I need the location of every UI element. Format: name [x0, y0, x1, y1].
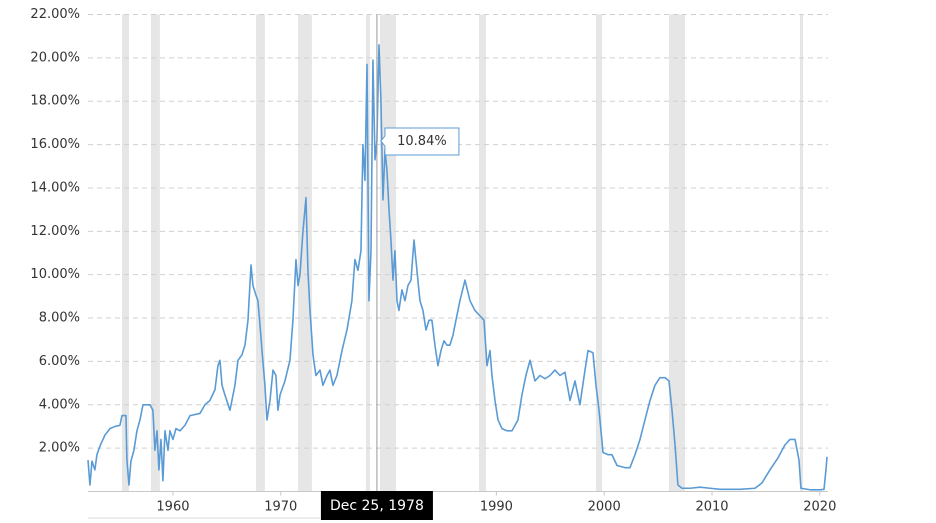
x-tick-label: 2000 — [588, 500, 621, 515]
x-tick-label: 1960 — [156, 500, 189, 515]
date-flag: Dec 25, 1978 — [320, 491, 433, 520]
x-tick-label: 1970 — [264, 500, 297, 515]
recession-band — [595, 14, 603, 492]
recession-band — [298, 14, 312, 492]
y-tick-label: 8.00% — [39, 311, 80, 326]
recession-band — [799, 14, 803, 492]
tooltip: 10.84% — [380, 127, 460, 156]
y-tick-label: 18.00% — [30, 94, 80, 109]
series-line — [87, 44, 828, 491]
recession-band — [255, 14, 265, 492]
recession-band — [379, 14, 397, 492]
recession-band — [121, 14, 129, 492]
y-tick-label: 12.00% — [30, 224, 80, 239]
y-tick-label: 2.00% — [39, 441, 80, 456]
tooltip-box — [380, 127, 460, 156]
date-flag-label: Dec 25, 1978 — [330, 498, 424, 514]
y-tick-label: 20.00% — [30, 50, 80, 65]
tooltip-label: 10.84% — [397, 134, 447, 149]
y-tick-label: 14.00% — [30, 180, 80, 195]
y-tick-label: 6.00% — [39, 354, 80, 369]
y-tick-label: 10.00% — [30, 267, 80, 282]
x-tick-label: 2020 — [803, 500, 836, 515]
y-tick-label: 22.00% — [30, 7, 80, 22]
x-tick-label: 2010 — [695, 500, 728, 515]
recession-band — [479, 14, 487, 492]
y-tick-label: 16.00% — [30, 137, 80, 152]
x-tick-label: 1990 — [480, 500, 513, 515]
y-tick-label: 4.00% — [39, 397, 80, 412]
date-flag-box — [320, 491, 433, 520]
recession-band — [150, 14, 160, 492]
recession-band — [668, 14, 686, 492]
